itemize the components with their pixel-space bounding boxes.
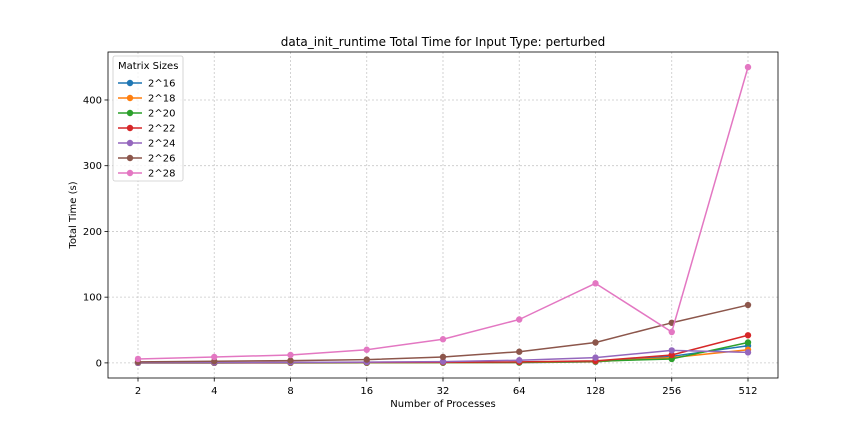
legend-item: 2^28 [118, 169, 175, 180]
x-axis-label: Number of Processes [390, 399, 495, 410]
data-point [744, 349, 752, 356]
y-tick-label: 300 [83, 161, 102, 172]
data-point [592, 339, 599, 346]
legend-marker [126, 109, 134, 117]
legend-box [112, 55, 184, 182]
x-tick-label: 2 [135, 386, 141, 397]
data-point [363, 356, 370, 363]
data-point [744, 339, 752, 346]
x-tick-label: 256 [662, 386, 681, 397]
legend-label: 2^16 [148, 79, 175, 90]
legend-item: 2^24 [118, 139, 175, 150]
legend-item: 2^18 [118, 94, 175, 105]
data-point [134, 355, 142, 363]
series-layer [134, 63, 752, 367]
data-point [744, 332, 752, 339]
grid [108, 52, 778, 378]
legend-label: 2^28 [148, 169, 175, 180]
y-tick-label: 100 [83, 293, 102, 304]
legend-marker [126, 154, 134, 162]
legend-label: 2^24 [148, 139, 175, 150]
x-tick-label: 64 [513, 386, 526, 397]
data-point [516, 316, 523, 323]
data-point [287, 351, 294, 359]
legend-label: 2^18 [148, 94, 175, 105]
legend-item: 2^22 [118, 124, 175, 135]
x-tick-label: 16 [360, 386, 373, 397]
legend: Matrix Sizes 2^16 2^18 2^20 2^22 2^24 2^26 2^28 [112, 55, 184, 182]
data-point [363, 346, 370, 353]
legend-item: 2^20 [118, 109, 175, 120]
data-point [668, 328, 675, 336]
x-tick-label: 4 [211, 386, 217, 397]
data-point [439, 358, 447, 365]
legend-label: 2^20 [148, 109, 175, 120]
chart-title: data_init_runtime Total Time for Input T… [281, 35, 606, 49]
data-point [744, 63, 752, 71]
legend-title: Matrix Sizes [118, 61, 178, 72]
data-point [592, 280, 599, 287]
axes: 2 4 8 16 32 64 128 256 512 0 100 200 300 400 [83, 51, 779, 397]
y-tick-label: 200 [83, 227, 102, 238]
y-axis-label: Total Time (s) [68, 181, 79, 249]
data-point [592, 354, 599, 361]
data-point [668, 351, 675, 359]
legend-marker [126, 124, 134, 132]
legend-marker [126, 169, 134, 177]
data-point [211, 353, 218, 361]
y-tick-label: 400 [83, 95, 102, 106]
data-point [287, 357, 294, 364]
data-point [439, 336, 447, 343]
legend-marker [126, 139, 134, 147]
x-tick-label: 512 [738, 386, 757, 397]
series-2^28 [134, 63, 752, 363]
legend-item: 2^16 [118, 79, 175, 90]
legend-marker [126, 79, 134, 87]
x-tick-label: 128 [586, 386, 605, 397]
legend-label: 2^26 [148, 154, 175, 165]
data-point [439, 353, 447, 361]
data-point [516, 357, 523, 364]
y-tick-label: 0 [96, 358, 102, 369]
legend-item: 2^26 [118, 154, 175, 165]
data-point [668, 347, 675, 354]
x-tick-label: 32 [437, 386, 450, 397]
data-point [744, 301, 752, 309]
legend-label: 2^22 [148, 124, 175, 135]
legend-marker [126, 94, 134, 102]
data-point [516, 348, 523, 355]
x-tick-label: 8 [287, 386, 293, 397]
